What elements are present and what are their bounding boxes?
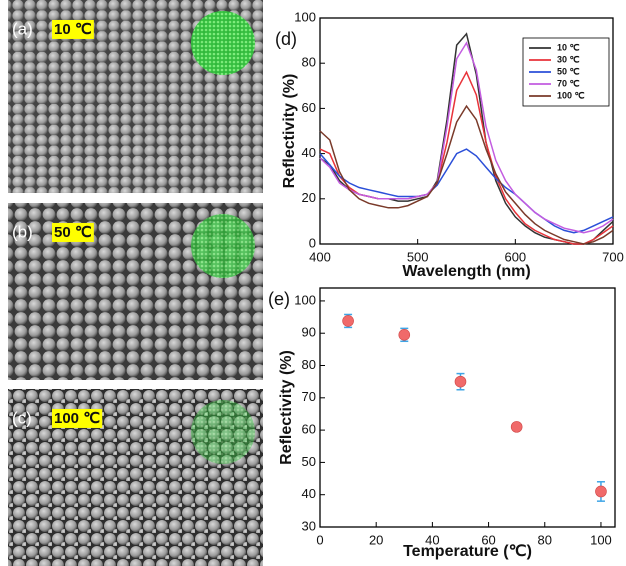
y-tick-label: 60 <box>302 100 316 115</box>
data-point <box>510 421 523 433</box>
x-tick-label: 60 <box>481 532 495 547</box>
panel-label: (e) <box>268 289 290 309</box>
legend-label: 70 ℃ <box>557 78 580 88</box>
legend-label: 100 ℃ <box>557 90 585 100</box>
y-tick-label: 80 <box>302 55 316 70</box>
y-axis-label: Reflectivity (%) <box>281 74 298 189</box>
temperature-tag: 50 ℃ <box>54 224 92 241</box>
color-spot <box>191 214 255 278</box>
color-spot <box>191 400 255 464</box>
tag-background <box>52 19 94 39</box>
temperature-tag: 100 ℃ <box>54 410 100 427</box>
x-tick-label: 0 <box>316 532 323 547</box>
y-tick-label: 100 <box>294 9 316 24</box>
y-tick-label: 70 <box>302 389 316 404</box>
y-tick-label: 80 <box>302 357 316 372</box>
y-tick-label: 60 <box>302 422 316 437</box>
x-tick-label: 500 <box>407 249 429 264</box>
legend-label: 30 ℃ <box>557 54 580 64</box>
x-tick-label: 40 <box>425 532 439 547</box>
panel-label: (b) <box>12 222 33 241</box>
data-point <box>398 329 411 341</box>
x-tick-label: 80 <box>538 532 552 547</box>
temperature-tag: 10 ℃ <box>54 21 92 38</box>
y-tick-label: 50 <box>302 454 316 469</box>
x-tick-label: 700 <box>602 249 624 264</box>
y-tick-label: 30 <box>302 518 316 533</box>
panel-label: (a) <box>12 19 33 38</box>
series-line <box>319 41 614 234</box>
data-point <box>342 315 354 327</box>
y-tick-label: 90 <box>302 325 316 340</box>
panel-label: (d) <box>275 29 297 49</box>
y-tick-label: 100 <box>294 292 316 307</box>
legend-label: 50 ℃ <box>557 66 580 76</box>
tag-background <box>52 408 103 428</box>
color-spot <box>191 11 255 75</box>
plot-frame <box>319 287 616 528</box>
x-axis-label: Wavelength (nm) <box>402 263 530 280</box>
data-point <box>454 375 467 388</box>
y-tick-label: 20 <box>302 190 316 205</box>
tag-background <box>52 222 94 242</box>
x-tick-label: 20 <box>369 532 383 547</box>
x-tick-label: 600 <box>504 249 526 264</box>
y-tick-label: 40 <box>302 486 316 501</box>
x-axis-label: Temperature (℃) <box>403 543 532 560</box>
y-axis-label: Reflectivity (%) <box>278 350 295 465</box>
series-line <box>319 104 614 245</box>
y-tick-label: 40 <box>302 145 316 160</box>
y-tick-label: 0 <box>309 235 316 250</box>
legend-label: 10 ℃ <box>557 42 580 52</box>
x-tick-label: 100 <box>590 532 612 547</box>
series-line <box>319 148 614 234</box>
x-tick-label: 400 <box>309 249 331 264</box>
panel-label: (c) <box>12 408 32 427</box>
data-point <box>595 485 607 498</box>
